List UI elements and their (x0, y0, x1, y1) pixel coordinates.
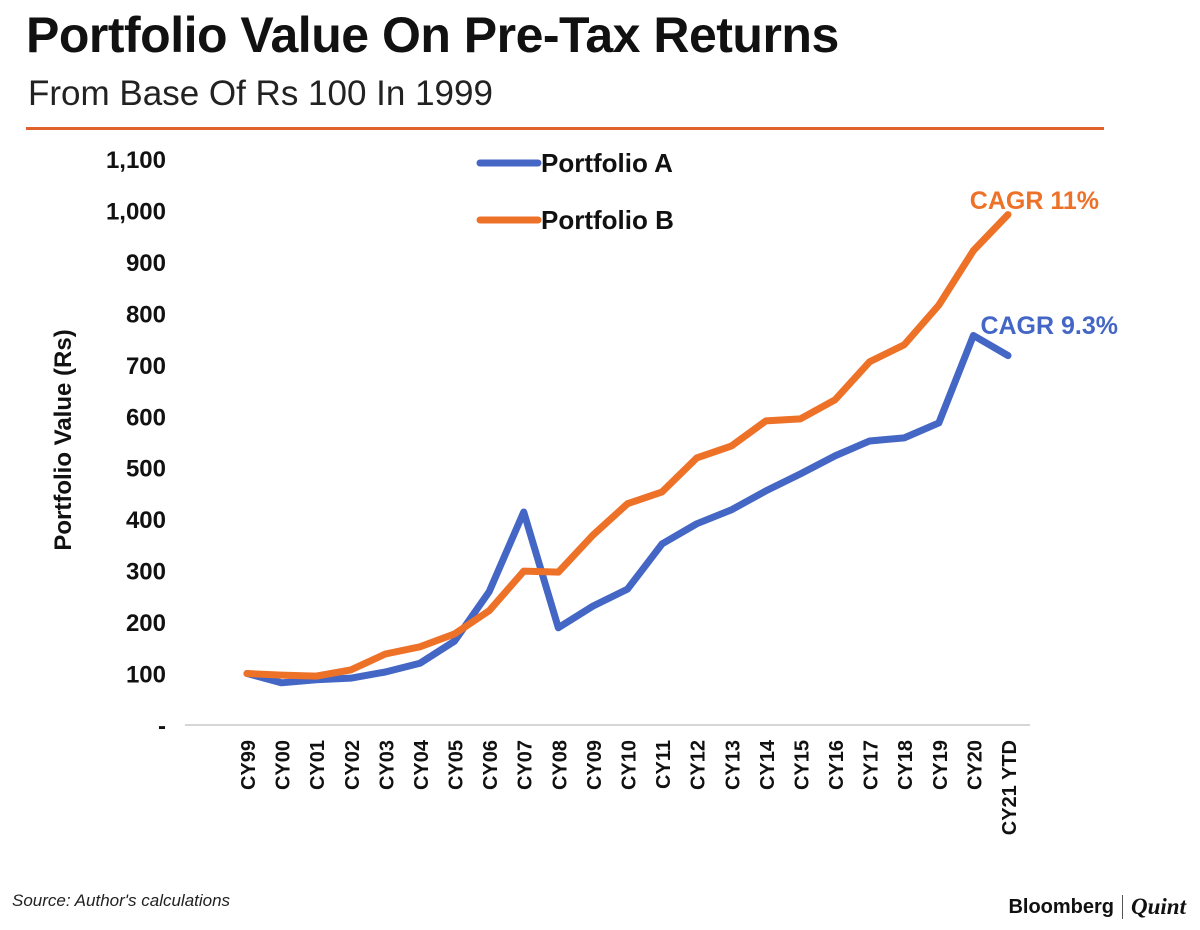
y-tick-label: 300 (126, 559, 166, 586)
y-tick-label: 900 (126, 250, 166, 277)
y-tick-label: 400 (126, 507, 166, 534)
x-tick-label: CY10 (619, 740, 641, 790)
x-tick-label: CY13 (722, 740, 744, 790)
x-tick-label: CY00 (273, 740, 295, 790)
y-tick-label: 800 (126, 301, 166, 328)
x-tick-label: CY11 (653, 740, 675, 789)
x-tick-label: CY04 (411, 739, 433, 790)
y-tick-label: 500 (126, 456, 166, 483)
x-tick-label: CY06 (480, 740, 502, 790)
x-tick-label: CY12 (688, 740, 710, 790)
x-tick-label: CY20 (964, 740, 986, 790)
y-tick-label: - (158, 713, 166, 740)
y-tick-label: 1,100 (106, 147, 166, 174)
brand-logo: Bloomberg Quint (1008, 894, 1186, 920)
brand-quint: Quint (1131, 894, 1186, 919)
y-tick-label: 100 (126, 662, 166, 689)
x-tick-label: CY01 (307, 740, 329, 790)
x-tick-label: CY14 (757, 739, 779, 790)
x-tick-label: CY05 (446, 740, 468, 790)
y-tick-label: 700 (126, 353, 166, 380)
y-tick-label: 1,000 (106, 198, 166, 225)
y-tick-label: 600 (126, 404, 166, 431)
x-tick-label: CY21 YTD (999, 740, 1021, 835)
annotation-cagr-b: CAGR 11% (970, 187, 1099, 215)
chart-title: Portfolio Value On Pre-Tax Returns (26, 7, 839, 63)
x-tick-label: CY19 (930, 740, 952, 790)
brand-bloomberg: Bloomberg (1008, 895, 1115, 918)
x-tick-label: CY15 (791, 740, 813, 790)
x-tick-label: CY03 (376, 740, 398, 790)
series-line-portfolio-b (243, 211, 1012, 680)
y-axis-label: Portfolio Value (Rs) (50, 329, 77, 550)
x-tick-label: CY09 (584, 740, 606, 790)
x-tick-label: CY02 (342, 740, 364, 790)
brand-separator (1122, 895, 1124, 919)
y-tick-label: 200 (126, 610, 166, 637)
series-line-portfolio-a (243, 331, 1012, 687)
x-tick-label: CY99 (238, 740, 260, 790)
x-tick-label: CY07 (515, 740, 537, 790)
x-tick-label: CY16 (826, 740, 848, 790)
source-note: Source: Author's calculations (12, 891, 231, 910)
x-tick-label: CY17 (861, 740, 883, 790)
x-tick-label: CY18 (895, 740, 917, 790)
chart-subtitle: From Base Of Rs 100 In 1999 (28, 74, 493, 113)
legend-label: Portfolio A (541, 148, 673, 178)
x-tick-label: CY08 (549, 740, 571, 790)
legend-label: Portfolio B (541, 205, 674, 235)
title-divider (26, 127, 1104, 130)
annotation-cagr-a: CAGR 9.3% (980, 312, 1118, 340)
